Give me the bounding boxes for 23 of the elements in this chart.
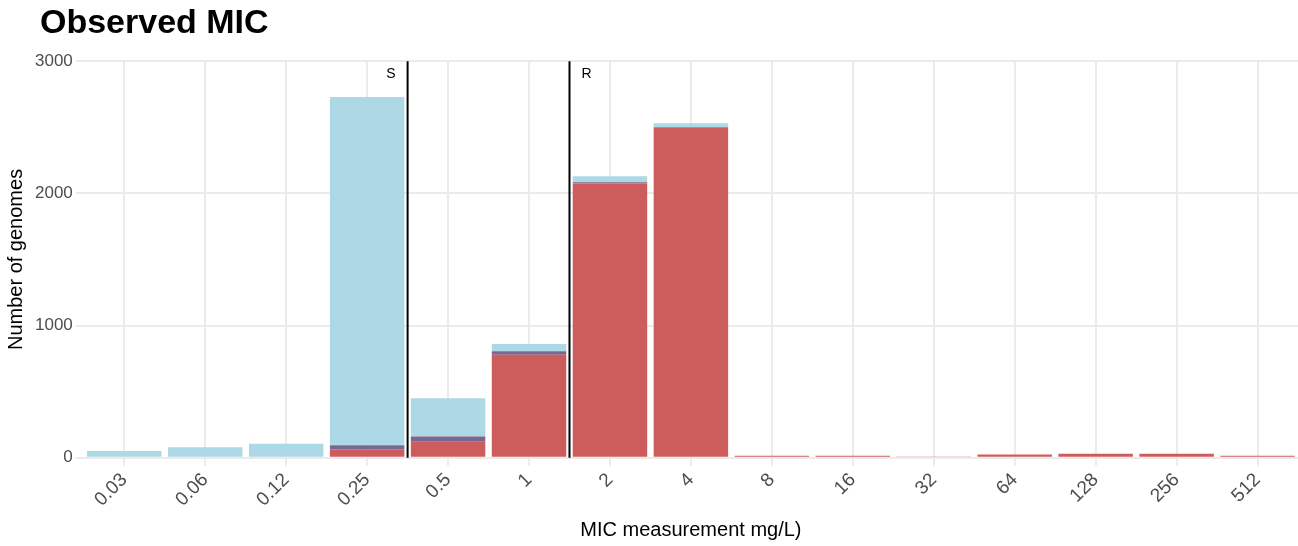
- annotation: S: [386, 65, 396, 82]
- y-axis-title: Number of genomes: [3, 168, 26, 351]
- x-tick-label: 1: [513, 468, 536, 491]
- x-tick-label: 8: [756, 468, 779, 491]
- y-tick-label: 3000: [34, 50, 73, 70]
- y-tick-label: 1000: [34, 315, 73, 335]
- x-tick-label: 0.03: [89, 468, 131, 510]
- x-axis-title: MIC measurement mg/L): [580, 517, 802, 540]
- x-tick-label: 4: [675, 468, 698, 491]
- x-tick-label: 64: [991, 468, 1022, 499]
- x-tick-label: 0.12: [251, 468, 293, 510]
- x-tick-label: 0.06: [170, 468, 212, 510]
- chart-title: Observed MIC: [40, 2, 269, 41]
- x-tick-label: 16: [829, 468, 860, 499]
- x-tick-label: 128: [1064, 468, 1103, 506]
- x-tick-label: 32: [910, 468, 941, 499]
- x-tick-label: 256: [1145, 468, 1184, 506]
- x-tick-label: 512: [1226, 468, 1265, 506]
- x-tick-label: 0.5: [421, 468, 455, 502]
- x-tick-label: 2: [594, 468, 617, 491]
- y-tick-label: 0: [63, 447, 73, 467]
- annotation: R: [581, 65, 592, 82]
- y-tick-label: 2000: [34, 183, 73, 203]
